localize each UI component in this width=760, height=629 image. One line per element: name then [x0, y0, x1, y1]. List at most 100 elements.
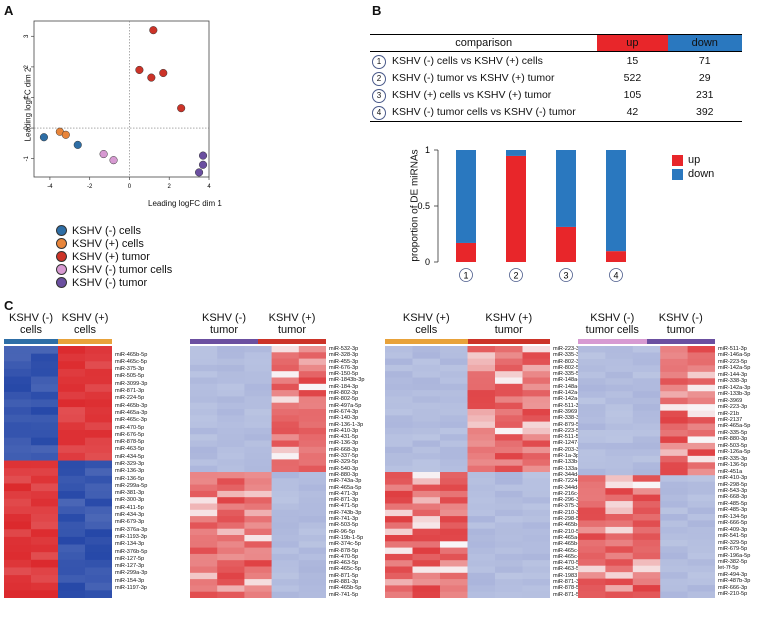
heatmap-cell — [412, 478, 441, 485]
mirna-label: miR-196a-5p — [718, 552, 751, 559]
mirna-label: miR-676-3p — [329, 364, 359, 371]
row-number: 4 — [372, 106, 386, 120]
table-row: 4 KSHV (-) tumor cells vs KSHV (-) tumor … — [370, 103, 742, 122]
heatmap-cell — [4, 590, 32, 598]
heatmap-cell — [440, 566, 468, 574]
heatmap-cell — [412, 415, 441, 422]
heatmap-cell — [605, 533, 634, 541]
heatmap-cell — [190, 446, 218, 454]
heatmap-cell — [495, 421, 523, 429]
heatmap-cell — [190, 346, 218, 353]
heatmap-cell — [58, 475, 86, 484]
heatmap-cell — [440, 377, 468, 385]
mirna-label: miR-154-3p — [115, 577, 145, 584]
mirna-label: miR-878-5p — [553, 585, 583, 592]
mirna-label: miR-409-3p — [718, 526, 748, 533]
mirna-label: miR-133b-3p — [553, 459, 586, 466]
heatmap-cell — [31, 506, 59, 515]
heatmap-cell — [467, 371, 496, 378]
mirna-label: miR-381-3p — [115, 490, 145, 497]
heatmap-cell — [385, 579, 413, 586]
bar-xtick-label: 4 — [613, 271, 618, 281]
heatmap-cell — [298, 516, 326, 523]
heatmap-cell — [244, 434, 272, 441]
mirna-label: miR-298-5p — [718, 481, 748, 488]
heatmap-cell — [217, 472, 245, 479]
heatmap-cell — [687, 572, 715, 580]
mds-plot-frame — [33, 20, 210, 178]
heatmap-cell — [495, 472, 523, 479]
mirna-label: miR-879-5p — [553, 421, 583, 428]
heatmap-cell — [4, 452, 32, 461]
heatmap-cell — [58, 445, 86, 454]
heatmap-cell — [495, 522, 523, 530]
legend-swatch-up — [672, 154, 683, 166]
heatmap-cell — [605, 520, 634, 528]
legend-swatch-down — [672, 168, 683, 180]
heatmap-cell — [440, 535, 468, 542]
heatmap-cell — [385, 421, 413, 429]
heatmap-cell — [660, 410, 688, 418]
heatmap-cell — [298, 358, 326, 366]
heatmap-cell — [495, 409, 523, 416]
heatmap-cell — [440, 572, 468, 580]
heatmap-cell — [298, 535, 326, 542]
heatmap-cell — [440, 478, 468, 485]
heatmap-cell — [522, 535, 550, 542]
mirna-label: miR-344d-3-5p — [553, 484, 591, 491]
mds-point — [159, 68, 168, 78]
heatmap-cell — [578, 507, 606, 515]
heatmap-cell — [522, 459, 550, 467]
heatmap-cell — [217, 541, 245, 548]
heatmap-cell — [467, 421, 496, 429]
heatmap-cell — [412, 541, 441, 548]
mirna-label: miR-148a-5p — [553, 383, 586, 390]
heatmap-cell — [522, 553, 550, 561]
heatmap-cell — [687, 526, 715, 534]
heatmap-cell — [522, 579, 550, 586]
heatmap-cell — [271, 364, 300, 372]
heatmap-cell — [190, 377, 218, 385]
heatmap-cell — [190, 390, 218, 397]
heatmap-cell — [467, 572, 496, 580]
mirna-label: miR-3099-3p — [115, 380, 148, 387]
heatmap-cell — [687, 358, 715, 366]
mds-point — [99, 150, 108, 159]
heatmap-cell — [385, 440, 413, 448]
heatmap-cell — [31, 552, 59, 561]
heatmap-cell — [298, 346, 326, 353]
heatmap-cell — [467, 440, 496, 448]
heatmap-cell — [687, 488, 715, 496]
mds-legend: KSHV (-) cells KSHV (+) cells KSHV (+) t… — [56, 224, 172, 289]
mirna-label: miR-1197-3p — [115, 585, 147, 592]
legend-label: KSHV (+) tumor — [72, 250, 150, 263]
heatmap-cell — [298, 478, 326, 485]
heatmap-cell — [4, 445, 32, 454]
heatmap-cell — [190, 427, 218, 435]
heatmap-cell — [4, 376, 32, 385]
heatmap-cell — [605, 417, 634, 424]
heatmap-cell — [217, 522, 245, 530]
heatmap-cell — [85, 414, 112, 423]
heatmap-cell — [578, 475, 606, 483]
heatmap-cell — [31, 468, 59, 477]
heatmap-cell — [467, 566, 496, 574]
heatmap-cell — [605, 585, 634, 592]
heatmap-cell — [440, 528, 468, 536]
heatmap-cell — [271, 358, 300, 366]
heatmap-cell — [85, 468, 112, 477]
heatmap-cell — [31, 422, 59, 431]
heatmap-cell — [244, 522, 272, 530]
heatmap-cell — [578, 378, 606, 386]
heatmap-cell — [58, 384, 86, 393]
heatmap-cell — [85, 361, 112, 370]
legend-label: KSHV (-) cells — [72, 224, 142, 237]
heatmap-cell — [440, 553, 468, 561]
heatmap-cell — [217, 440, 245, 448]
heatmap-grid — [4, 346, 112, 598]
heatmap-cell — [632, 526, 661, 534]
heatmap-cell — [495, 440, 523, 448]
bar-up — [506, 155, 526, 262]
heatmap-cell — [271, 484, 300, 492]
heatmap-cell — [522, 591, 550, 598]
